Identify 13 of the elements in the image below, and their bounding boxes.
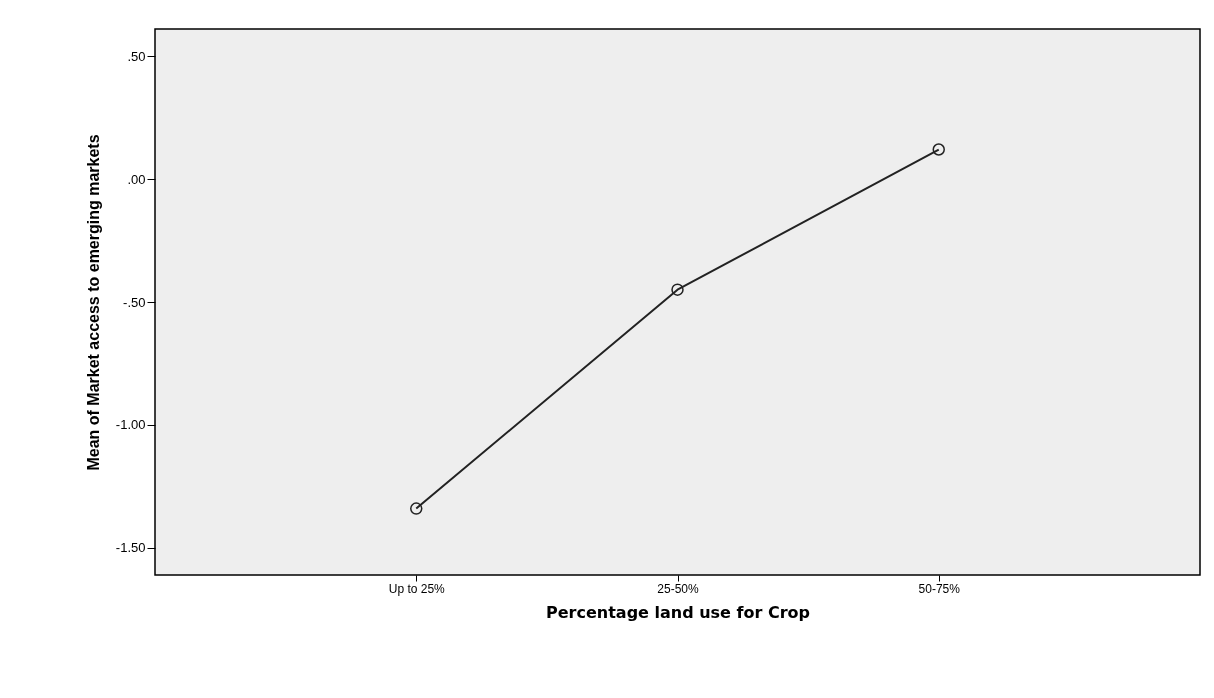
point: [410, 502, 423, 515]
x-tick-label: Up to 25%: [388, 581, 446, 596]
x-tick-label: 25-50%: [657, 581, 699, 596]
point: [671, 283, 684, 296]
y-axis-title: Mean of Market access to emerging markets: [84, 134, 102, 471]
y-tick-label: -1.50: [115, 540, 146, 556]
y-tick-label: .00: [127, 171, 146, 187]
point: [932, 143, 945, 156]
x-tick-label: 50-75%: [918, 581, 961, 596]
y-tick-label: -1.00: [115, 417, 146, 433]
y-tick-label: -.50: [123, 294, 146, 310]
y-tick-label: .50: [127, 48, 146, 64]
x-axis-title: Percentage land use for Crop: [545, 602, 811, 622]
